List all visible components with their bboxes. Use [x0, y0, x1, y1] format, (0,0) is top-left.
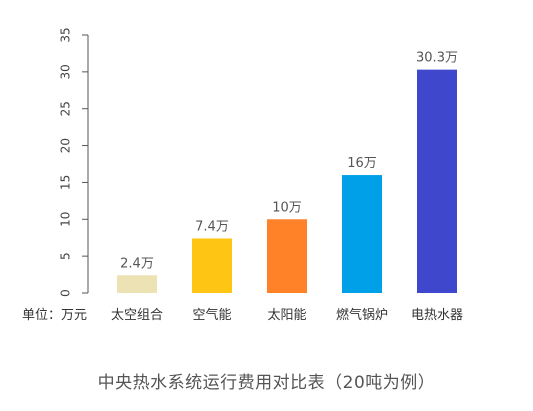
category-label: 燃气锅炉 — [336, 307, 388, 323]
category-label: 太空组合 — [111, 308, 163, 323]
y-tick-label: 30 — [59, 64, 73, 79]
y-tick-label: 10 — [59, 212, 73, 227]
bars — [117, 69, 457, 293]
bar — [417, 69, 457, 293]
category-label: 空气能 — [192, 307, 231, 323]
category-labels: 太空组合 空气能 太阳能 燃气锅炉 电热水器 — [111, 307, 463, 323]
bar-value-label: 10万 — [272, 200, 302, 215]
bar-value-label: 30.3万 — [416, 51, 458, 66]
y-tick-label: 0 — [59, 289, 73, 297]
y-axis: 0 5 10 15 20 25 30 35 — [59, 27, 89, 297]
category-label: 电热水器 — [411, 308, 463, 323]
bar-value-label: 2.4万 — [120, 256, 154, 271]
bar-value-label: 16万 — [347, 156, 377, 171]
category-label: 太阳能 — [267, 308, 306, 323]
y-tick-label: 35 — [59, 27, 73, 42]
unit-label: 单位：万元 — [22, 308, 87, 323]
value-labels: 2.4万 7.4万 10万 16万 30.3万 — [120, 51, 458, 272]
bar-value-label: 7.4万 — [195, 219, 229, 234]
bar — [117, 275, 157, 293]
y-tick-label: 5 — [59, 252, 73, 260]
bar — [267, 219, 307, 293]
bar — [342, 175, 382, 293]
bar — [192, 238, 232, 293]
bar-chart: 0 5 10 15 20 25 30 35 2.4万 7.4万 10万 16万 30.3万 太空组合 空… — [22, 27, 463, 323]
chart-title: 中央热水系统运行费用对比表（20吨为例） — [97, 373, 436, 393]
y-tick-label: 15 — [59, 175, 73, 190]
y-tick-label: 20 — [59, 138, 73, 153]
y-tick-label: 25 — [59, 101, 73, 116]
